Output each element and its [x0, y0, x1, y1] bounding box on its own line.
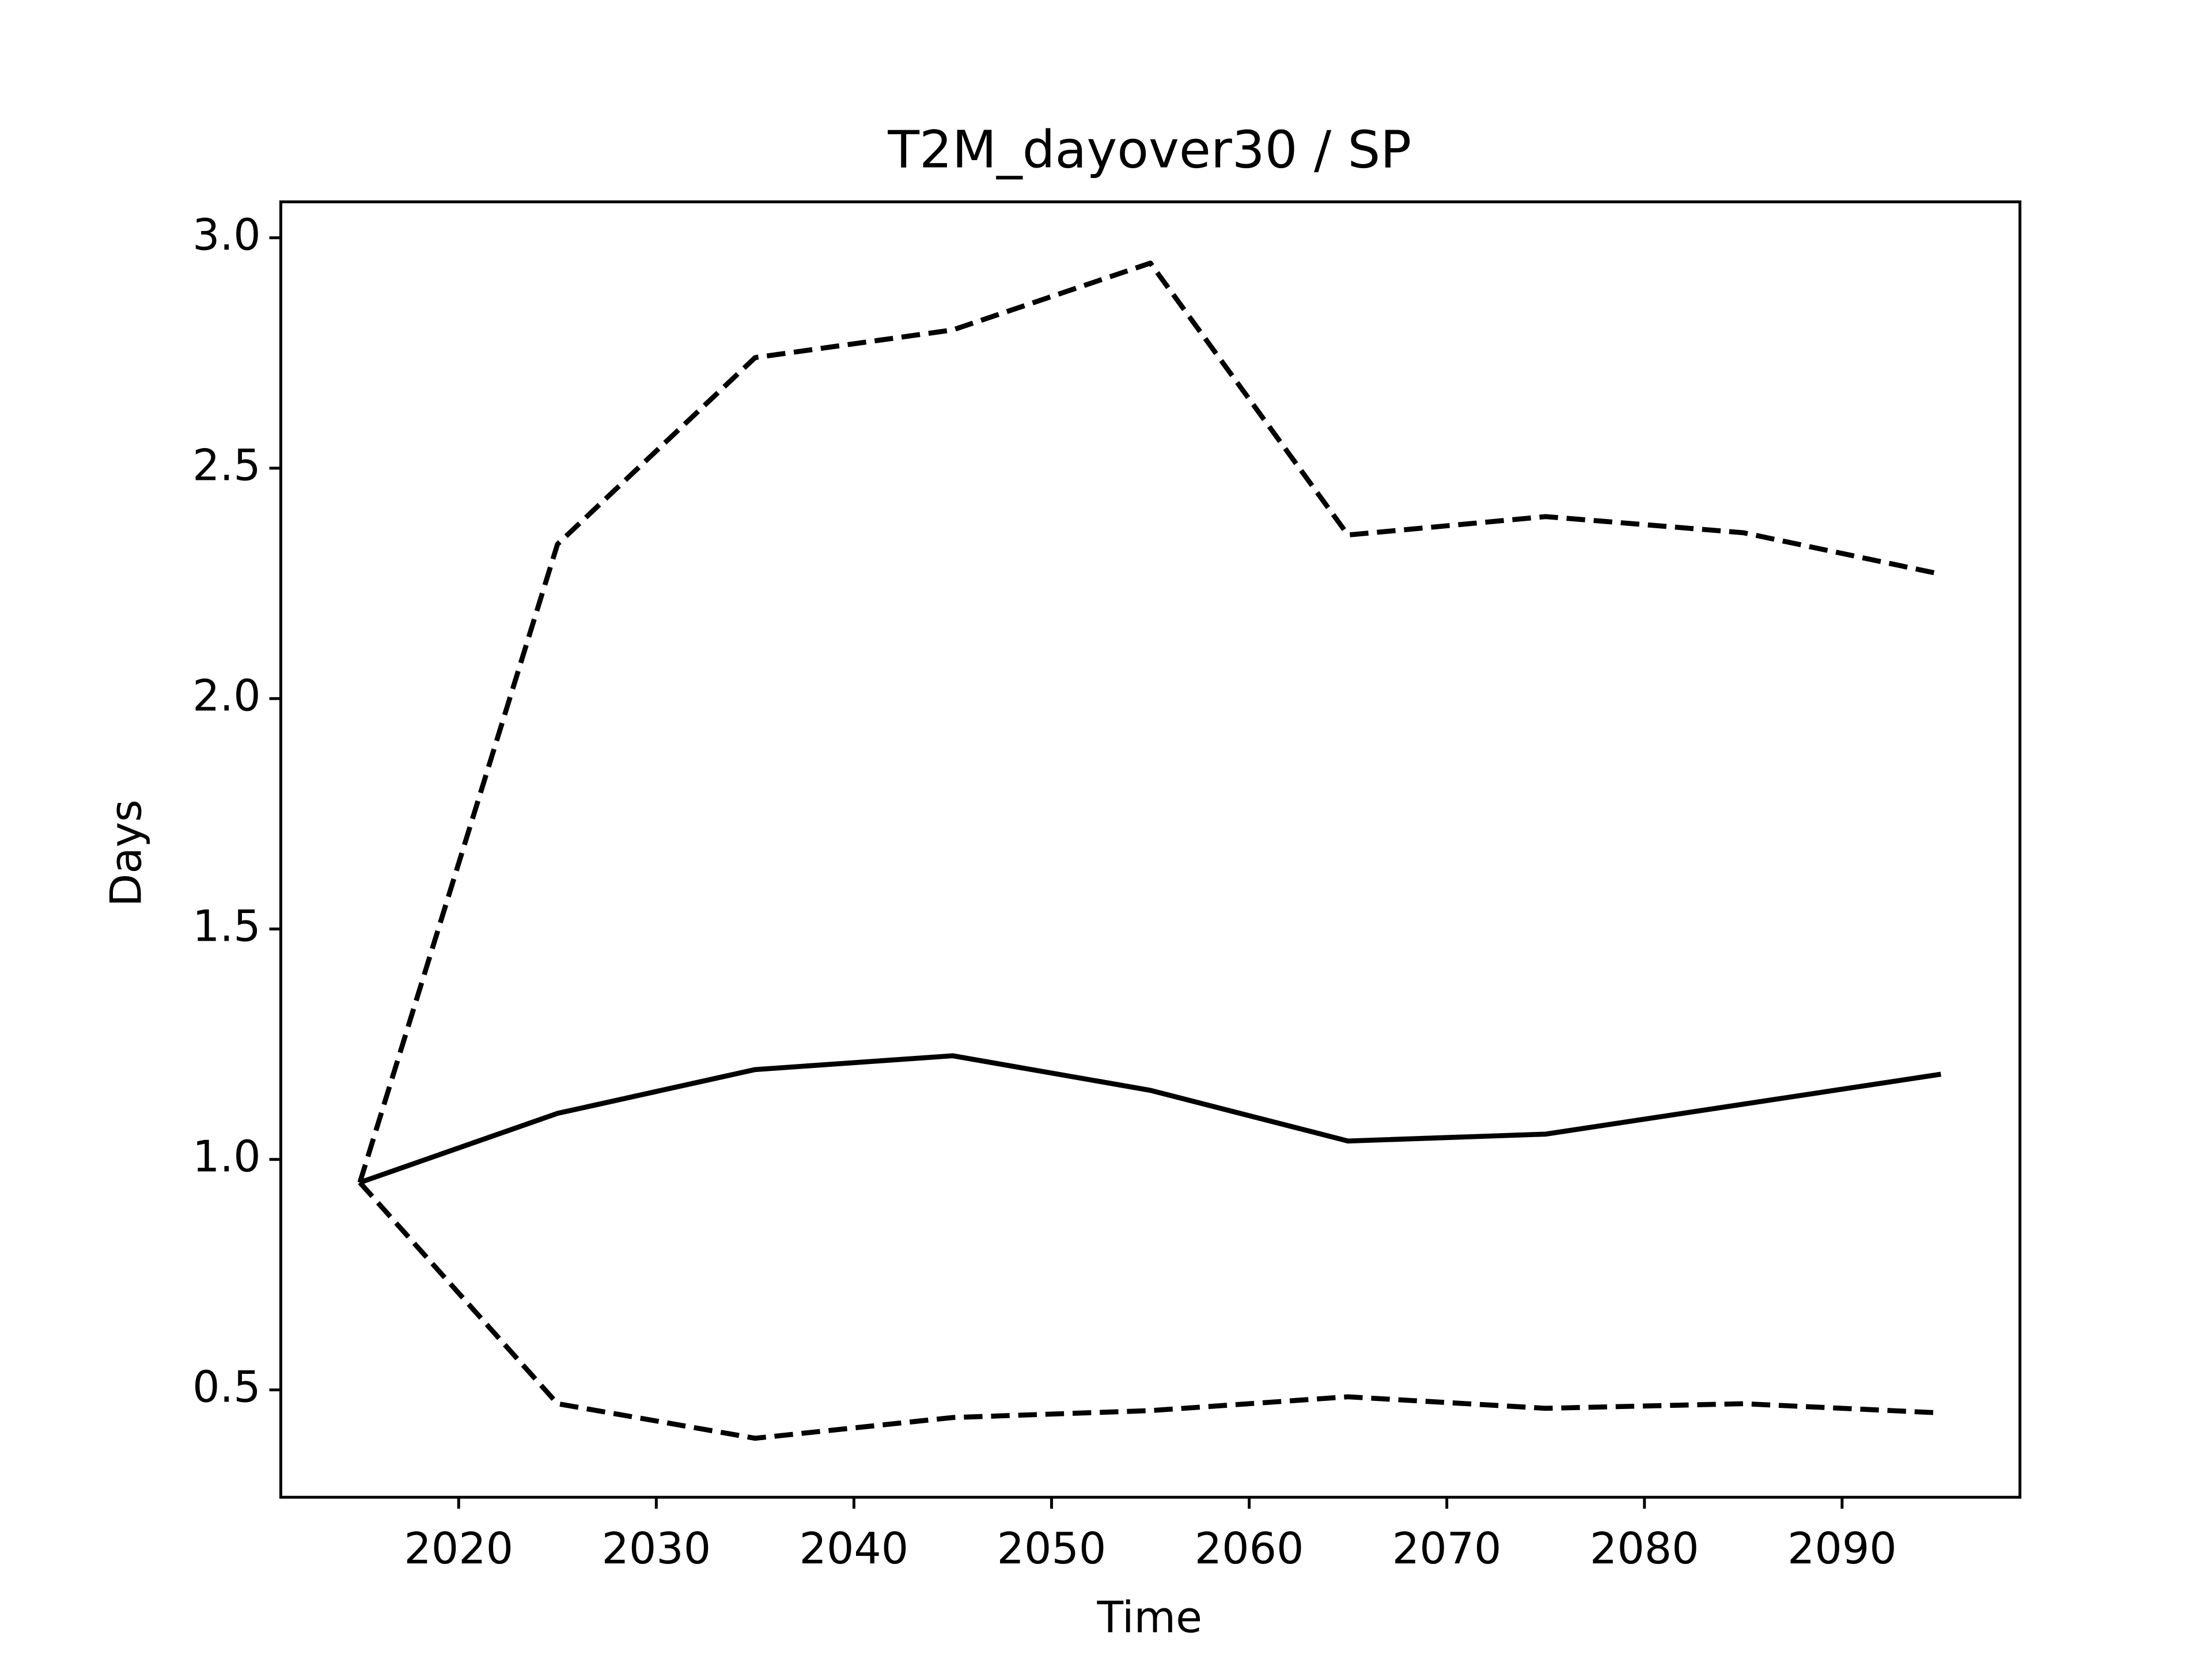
- y-tick-label: 2.0: [192, 671, 261, 721]
- plot-frame: [279, 200, 2022, 1499]
- x-tick-label: 2020: [404, 1524, 513, 1574]
- y-axis-label: Days: [101, 800, 151, 907]
- x-tick-label: 2030: [601, 1524, 711, 1574]
- y-tick-label: 1.5: [192, 901, 261, 951]
- x-tick-label: 2060: [1195, 1524, 1304, 1574]
- y-tick-label: 1.0: [192, 1131, 261, 1181]
- x-tick-label: 2080: [1590, 1524, 1699, 1574]
- data-line: [358, 1180, 1941, 1441]
- x-tick-label: 2070: [1392, 1524, 1502, 1574]
- chart-title: T2M_dayover30 / SP: [887, 120, 1411, 180]
- x-tick-label: 2090: [1787, 1524, 1897, 1574]
- x-tick-label: 2040: [800, 1524, 909, 1574]
- y-tick-label: 2.5: [192, 440, 261, 490]
- data-line: [359, 1053, 1942, 1185]
- y-tick-label: 3.0: [192, 210, 261, 260]
- data-line: [357, 260, 1942, 1184]
- y-tick-label: 0.5: [192, 1362, 261, 1412]
- x-tick-label: 2050: [997, 1524, 1107, 1574]
- x-axis-label: Time: [1097, 1592, 1202, 1642]
